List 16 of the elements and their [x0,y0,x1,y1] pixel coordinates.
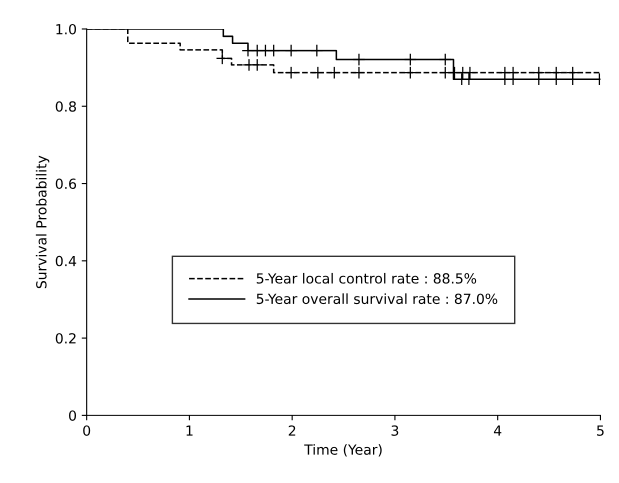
y-tick-label: 0.8 [56,101,76,112]
x-tick-label: 3 [392,425,398,436]
y-tick-label: 0.2 [56,333,76,344]
x-axis-title: Time (Year) [304,444,382,456]
y-axis-title: Survival Probability [36,156,50,288]
y-tick-label: 0.6 [56,178,76,190]
legend-label: 5-Year local control rate : 88.5% [256,272,476,284]
x-tick-label: 0 [83,425,90,436]
x-tick-label: 1 [186,426,193,436]
y-tick-label: 0.4 [56,256,76,266]
x-tick-label: 5 [597,426,604,436]
x-tick-label: 2 [288,425,296,436]
y-tick-label: 0 [69,410,76,421]
y-tick-label: 1.0 [56,24,76,34]
legend-label: 5-Year overall survival rate : 87.0% [256,293,498,304]
x-tick-label: 4 [494,426,502,436]
